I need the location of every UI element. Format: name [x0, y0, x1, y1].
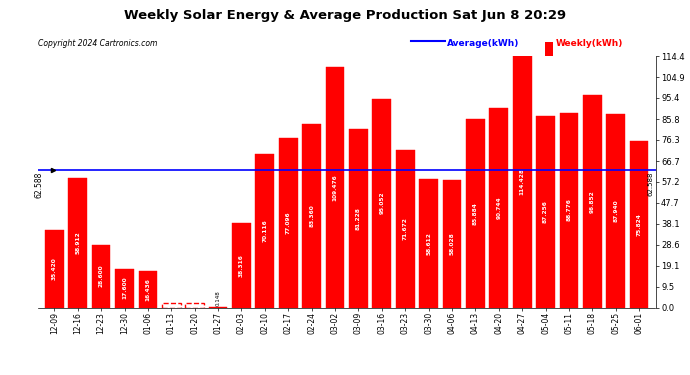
Bar: [255, 153, 274, 308]
Bar: [68, 178, 87, 308]
Bar: [630, 141, 649, 308]
Text: 62.588: 62.588: [34, 171, 43, 198]
Bar: [279, 138, 297, 308]
Bar: [115, 269, 134, 308]
Bar: [373, 99, 391, 308]
Bar: [466, 119, 485, 308]
Text: 38.316: 38.316: [239, 254, 244, 277]
Text: 16.436: 16.436: [146, 278, 150, 301]
Text: 83.360: 83.360: [309, 205, 314, 227]
Bar: [162, 303, 181, 307]
Bar: [536, 116, 555, 308]
Text: 58.028: 58.028: [449, 232, 455, 255]
Bar: [560, 112, 578, 308]
Text: 71.672: 71.672: [403, 217, 408, 240]
Bar: [326, 67, 344, 308]
Text: Copyright 2024 Cartronics.com: Copyright 2024 Cartronics.com: [38, 39, 157, 48]
Text: 87.256: 87.256: [543, 200, 548, 223]
Text: Weekly(kWh): Weekly(kWh): [556, 39, 624, 48]
Text: 85.884: 85.884: [473, 202, 478, 225]
Bar: [92, 245, 110, 308]
Bar: [607, 114, 625, 308]
Text: 17.600: 17.600: [122, 277, 127, 300]
Text: 109.476: 109.476: [333, 174, 337, 201]
Bar: [139, 272, 157, 308]
Text: 58.612: 58.612: [426, 232, 431, 255]
Text: 28.600: 28.600: [99, 265, 103, 287]
Bar: [489, 108, 508, 307]
Bar: [420, 179, 438, 308]
Bar: [349, 129, 368, 308]
Bar: [442, 180, 462, 308]
Bar: [232, 224, 251, 308]
Text: 96.852: 96.852: [590, 190, 595, 213]
Bar: [45, 230, 63, 308]
Text: 75.824: 75.824: [637, 213, 642, 236]
Text: 58.912: 58.912: [75, 231, 80, 254]
Bar: [302, 124, 321, 308]
Text: 70.116: 70.116: [262, 219, 267, 242]
Bar: [513, 56, 531, 308]
Text: Average(kWh): Average(kWh): [447, 39, 520, 48]
Bar: [186, 303, 204, 307]
Bar: [583, 95, 602, 308]
Text: 88.776: 88.776: [566, 199, 571, 222]
Text: Weekly Solar Energy & Average Production Sat Jun 8 20:29: Weekly Solar Energy & Average Production…: [124, 9, 566, 22]
Text: 35.420: 35.420: [52, 257, 57, 280]
Text: 95.052: 95.052: [380, 192, 384, 214]
Text: 62.588: 62.588: [648, 171, 654, 196]
Text: 87.940: 87.940: [613, 200, 618, 222]
Text: 114.428: 114.428: [520, 168, 524, 195]
Text: 90.744: 90.744: [496, 196, 501, 219]
Text: 0.148: 0.148: [215, 290, 221, 306]
Bar: [396, 150, 415, 308]
Text: 77.096: 77.096: [286, 211, 290, 234]
Text: 81.228: 81.228: [356, 207, 361, 230]
